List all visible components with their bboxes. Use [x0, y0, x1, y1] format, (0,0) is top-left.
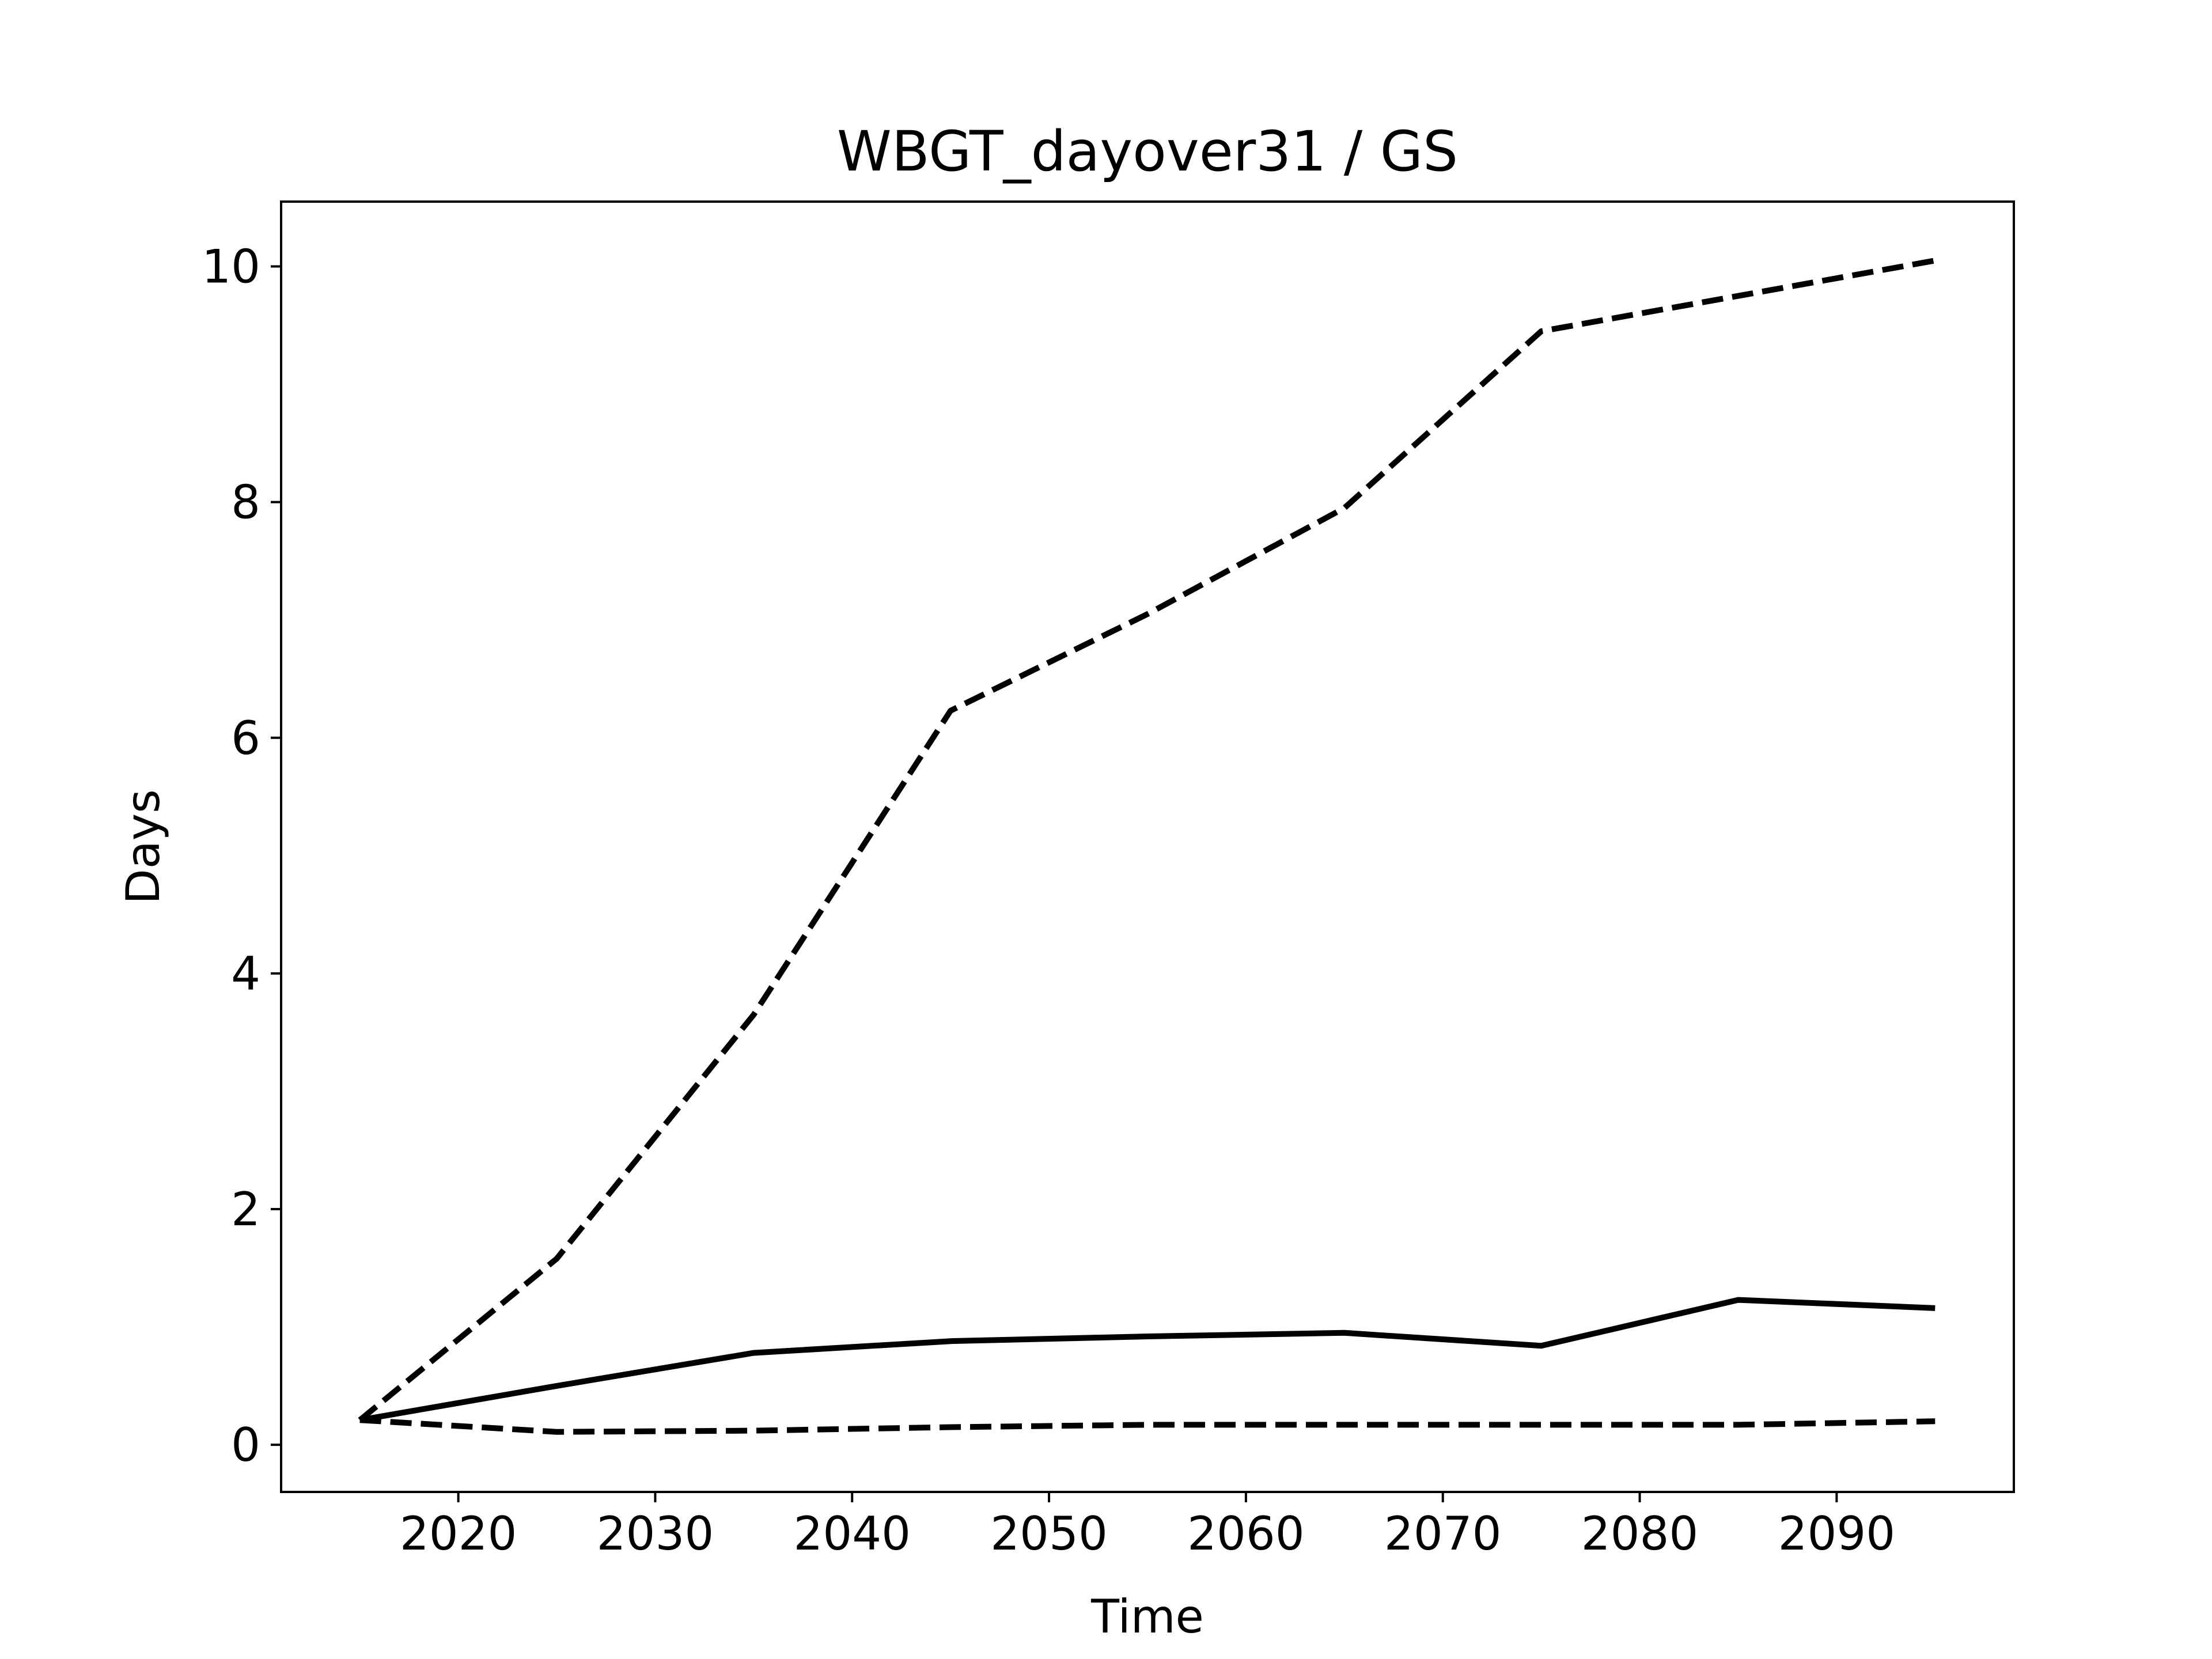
y-tick-label: 6: [231, 711, 260, 765]
y-tick-label: 10: [202, 240, 260, 294]
y-axis: 0 2 4 6 8 10: [202, 240, 281, 1472]
x-tick-label: 2050: [990, 1507, 1108, 1560]
x-tick-label: 2070: [1384, 1507, 1502, 1560]
x-tick-label: 2040: [793, 1507, 911, 1560]
y-tick-label: 8: [231, 476, 260, 529]
plot-area: [358, 257, 1936, 1435]
y-axis-label: Days: [116, 789, 170, 904]
series-line-3-dashed: [359, 1417, 1936, 1435]
y-tick-label: 0: [231, 1418, 260, 1472]
x-tick-label: 2080: [1581, 1507, 1699, 1560]
x-tick-label: 2060: [1187, 1507, 1305, 1560]
y-tick-label: 2: [231, 1183, 260, 1236]
y-tick-label: 4: [231, 947, 260, 1001]
x-tick-label: 2020: [400, 1507, 517, 1560]
series-line-1-solid: [359, 1297, 1936, 1423]
x-tick-label: 2090: [1778, 1507, 1896, 1560]
chart-title: WBGT_dayover31 / GS: [837, 119, 1458, 184]
x-axis: 2020 2030 2040 2050 2060 2070 2080 2090: [400, 1492, 1895, 1560]
axes-frame: [280, 200, 2015, 1493]
x-axis-label: Time: [1090, 1590, 1204, 1643]
x-tick-label: 2030: [597, 1507, 714, 1560]
series-line-2-dashed: [358, 257, 1936, 1423]
